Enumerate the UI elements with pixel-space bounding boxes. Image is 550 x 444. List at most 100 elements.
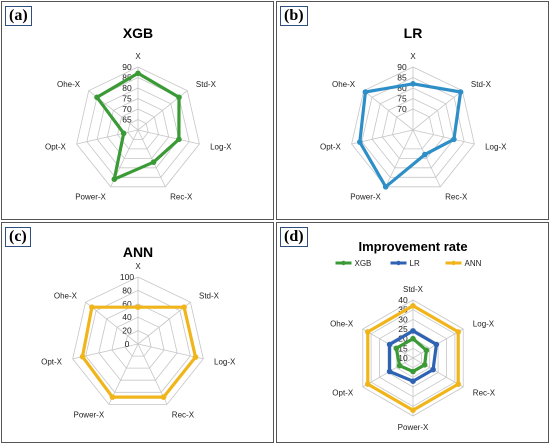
axis-label-std-x: Std-X: [199, 291, 220, 300]
panel-label-b: (b): [280, 6, 308, 26]
tick-label-90: 90: [122, 62, 132, 72]
data-point-series-0-opt-x: [120, 130, 127, 137]
data-point-xgb-opt-x: [396, 362, 403, 369]
tick-label-100: 100: [120, 272, 134, 282]
grid-ring-100: [72, 276, 204, 405]
xgb-radar-chart: XGB X Std-X Log-X Rec-X Power-X Opt-X Ohe-X 6570…: [45, 25, 232, 202]
grid-ring-90: [351, 66, 475, 188]
axis-label-power-x: Power-X: [398, 423, 429, 432]
axis-label-ohe-x: Ohe-X: [54, 291, 78, 300]
legend-label-lr: LR: [410, 259, 420, 268]
axis-label-log-x: Log-X: [473, 320, 495, 329]
grid-ring-40: [111, 316, 165, 369]
spoke-log-x: [137, 343, 204, 360]
axis-label-x: X: [135, 52, 141, 61]
axis-label-log-x: Log-X: [210, 143, 232, 152]
spoke-power-x: [385, 129, 414, 187]
data-point-series-0-x: [135, 70, 141, 77]
axis-label-rec-x: Rec-X: [473, 389, 496, 398]
spoke-opt-x: [76, 129, 139, 145]
axis-label-ohe-x: Ohe-X: [330, 320, 354, 329]
data-point-series-0-rec-x: [422, 151, 428, 158]
data-point-series-0-std-x: [457, 89, 464, 95]
tick-label-40: 40: [122, 312, 132, 322]
data-point-series-0-power-x: [111, 176, 118, 182]
tick-label-90: 90: [397, 62, 407, 72]
tick-label-30: 30: [398, 314, 408, 324]
panel-xgb: (a) XGB X Std-X Log-X Rec-X Power-X Opt-X Ohe-X…: [1, 1, 274, 220]
grid-ring-85: [86, 77, 190, 178]
spoke-std-x: [137, 301, 191, 345]
axis-label-opt-x: Opt-X: [320, 143, 342, 152]
grid-ring-80: [371, 87, 455, 169]
grid-ring-70: [392, 108, 434, 150]
tick-label-85: 85: [397, 73, 407, 83]
spoke-power-x: [108, 343, 139, 405]
data-point-ann-rec-x: [455, 381, 461, 387]
data-point-series-0-x: [410, 81, 416, 87]
data-point-series-0-std-x: [176, 94, 182, 101]
axis-label-opt-x: Opt-X: [45, 143, 67, 152]
tick-label-40: 40: [398, 295, 408, 305]
spoke-ohe-x: [363, 90, 414, 131]
tick-label-65: 65: [122, 115, 132, 125]
grid-ring-65: [127, 119, 149, 140]
data-point-series-0-log-x: [176, 136, 182, 143]
legend-marker-xgb: [341, 260, 346, 266]
axis-label-std-x: Std-X: [471, 80, 492, 89]
axis-label-opt-x: Opt-X: [332, 389, 354, 398]
axis-label-x: X: [410, 52, 416, 61]
axis-label-rec-x: Rec-X: [445, 193, 468, 202]
axis-label-ohe-x: Ohe-X: [57, 80, 81, 89]
grid-ring-60: [98, 303, 178, 381]
series-line-series-0: [95, 71, 181, 181]
axis-label-rec-x: Rec-X: [172, 410, 195, 419]
data-point-xgb-std-x: [410, 335, 416, 342]
grid-ring-85: [361, 77, 465, 178]
tick-label-80: 80: [122, 285, 132, 295]
panel-label-a: (a): [5, 6, 32, 26]
grid-ring-90: [76, 66, 200, 188]
chart-title: XGB: [123, 25, 153, 41]
tick-label-20: 20: [122, 326, 132, 336]
data-point-series-0-opt-x: [357, 139, 363, 145]
tick-label-70: 70: [122, 104, 132, 114]
data-point-ann-power-x: [410, 407, 416, 413]
axis-label-power-x: Power-X: [75, 193, 106, 202]
axis-label-log-x: Log-X: [214, 357, 236, 366]
tick-label-80: 80: [397, 83, 407, 93]
tick-label-60: 60: [122, 299, 132, 309]
grid-ring-80: [85, 289, 191, 393]
panel-ann: (c) ANN X Std-X Log-X Rec-X Power-X Opt-X Ohe-X…: [1, 222, 274, 443]
spoke-std-x: [412, 90, 463, 131]
data-point-lr-ohe-x: [386, 341, 393, 348]
tick-label-15: 15: [398, 343, 408, 353]
data-point-xgb-power-x: [410, 368, 416, 375]
series-line-series-0: [358, 82, 463, 189]
data-point-series-0-log-x: [451, 136, 457, 143]
data-point-ann-ohe-x: [365, 329, 371, 335]
grid-ring-75: [106, 98, 170, 159]
data-point-lr-opt-x: [386, 368, 393, 375]
spoke-rec-x: [137, 129, 166, 187]
tick-label-80: 80: [122, 83, 132, 93]
data-point-lr-std-x: [410, 328, 416, 334]
panel-label-c: (c): [5, 227, 31, 247]
grid-ring-70: [117, 108, 159, 150]
panel-improvement-rate: (d) Improvement rate XGB LR ANN Std-X Log-X Re…: [276, 222, 549, 443]
lr-radar-chart: LRXStd-XLog-XRec-XPower-XOpt-XOhe-X70758…: [320, 25, 507, 202]
improvement-rate-radar-chart: Improvement rate XGB LR ANN Std-X Log-X Rec-X P…: [330, 239, 496, 432]
data-point-series-0-ohe-x: [94, 94, 100, 101]
chart-title: ANN: [123, 244, 153, 260]
axis-label-std-x: Std-X: [196, 80, 217, 89]
axis-label-ohe-x: Ohe-X: [332, 80, 356, 89]
data-point-series-0-rec-x: [150, 159, 157, 165]
data-point-xgb-ohe-x: [393, 345, 400, 352]
axis-label-opt-x: Opt-X: [41, 357, 63, 366]
data-point-series-0-rec-x: [160, 394, 167, 400]
data-point-series-0-power-x: [109, 394, 116, 400]
grid-ring-20: [124, 330, 152, 357]
panel-lr: (b) LR X Std-X Log-X Rec-X Power-X Opt-X Ohe-X 7…: [276, 1, 549, 220]
data-point-series-0-ohe-x: [89, 304, 95, 310]
tick-label-10: 10: [398, 353, 408, 363]
